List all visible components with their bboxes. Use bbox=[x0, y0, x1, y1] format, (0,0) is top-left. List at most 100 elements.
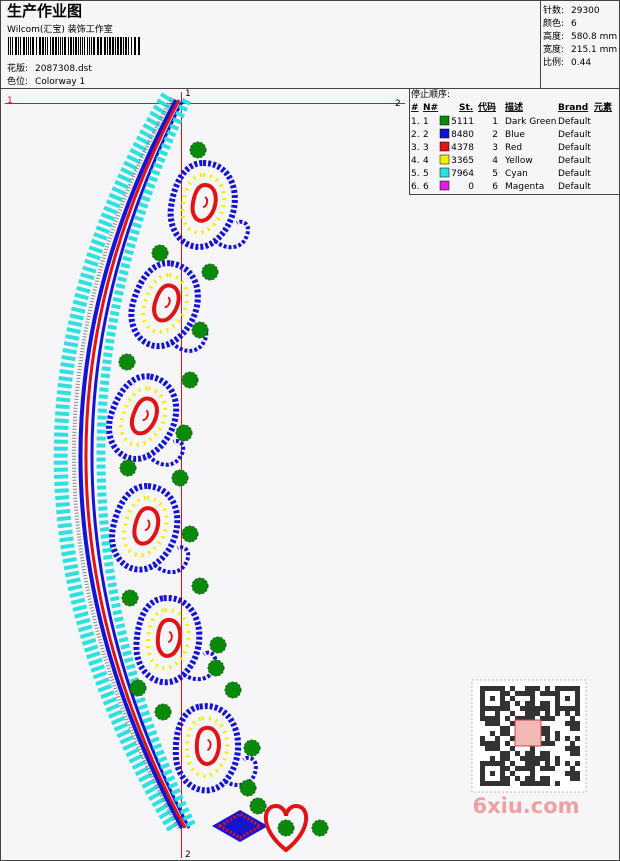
qr-cell bbox=[490, 761, 495, 766]
row-index: 4. bbox=[411, 156, 420, 166]
qr-cell bbox=[545, 691, 550, 696]
bar-stripe bbox=[68, 37, 69, 55]
qr-cell bbox=[480, 776, 485, 781]
qr-cell bbox=[495, 686, 500, 691]
qr-cell bbox=[515, 751, 520, 756]
design-label: 花版: bbox=[7, 62, 28, 74]
qr-cell bbox=[540, 716, 545, 721]
axis-marker: 2 bbox=[185, 850, 191, 860]
bar-stripe bbox=[52, 37, 54, 55]
qr-cell bbox=[505, 756, 510, 761]
qr-cell bbox=[540, 706, 545, 711]
bar-stripe bbox=[109, 37, 111, 55]
qr-cell bbox=[575, 736, 580, 741]
qr-cell bbox=[490, 756, 495, 761]
qr-cell bbox=[510, 686, 515, 691]
barcode bbox=[8, 37, 140, 55]
qr-cell bbox=[500, 776, 505, 781]
qr-cell bbox=[555, 756, 560, 761]
qr-cell bbox=[500, 691, 505, 696]
row-index: 1. bbox=[411, 117, 420, 127]
qr-cell bbox=[495, 761, 500, 766]
bar-stripe bbox=[93, 37, 95, 55]
sheet-title: 生产作业图 bbox=[7, 2, 82, 20]
qr-cell bbox=[490, 716, 495, 721]
bar-stripe bbox=[10, 37, 11, 55]
qr-cell bbox=[505, 731, 510, 736]
qr-cell bbox=[505, 726, 510, 731]
color-swatch bbox=[439, 180, 450, 191]
stat-value: 215.1 mm bbox=[571, 45, 617, 55]
stat-label: 针数: bbox=[543, 4, 564, 16]
brand: Default bbox=[558, 169, 591, 179]
row-index: 3. bbox=[411, 143, 420, 153]
stat-value: 29300 bbox=[571, 6, 600, 16]
stitches: 7964 bbox=[451, 169, 474, 179]
qr-cell bbox=[570, 706, 575, 711]
bar-stripe bbox=[12, 37, 13, 55]
qr-cell bbox=[545, 686, 550, 691]
qr-cell bbox=[550, 716, 555, 721]
qr-cell bbox=[545, 711, 550, 716]
qr-cell bbox=[575, 726, 580, 731]
column-header: St. bbox=[459, 103, 473, 113]
qr-cell bbox=[495, 721, 500, 726]
qr-cell bbox=[485, 761, 490, 766]
colorway: Colorway 1 bbox=[35, 77, 85, 87]
qr-cell bbox=[480, 716, 485, 721]
qr-cell bbox=[570, 686, 575, 691]
qr-cell bbox=[500, 696, 505, 701]
qr-cell bbox=[485, 686, 490, 691]
qr-cell bbox=[540, 781, 545, 786]
qr-cell bbox=[520, 766, 525, 771]
qr-cell bbox=[545, 726, 550, 731]
bar-stripe bbox=[32, 37, 34, 55]
qr-cell bbox=[480, 771, 485, 776]
qr-cell bbox=[500, 766, 505, 771]
qr-cell bbox=[570, 726, 575, 731]
bar-stripe bbox=[123, 37, 124, 55]
qr-cell bbox=[545, 716, 550, 721]
bar-stripe bbox=[70, 37, 72, 55]
qr-cell bbox=[525, 711, 530, 716]
stat-value: 580.8 mm bbox=[571, 32, 617, 42]
qr-cell bbox=[540, 776, 545, 781]
stitches: 3365 bbox=[451, 156, 474, 166]
qr-cell bbox=[545, 706, 550, 711]
qr-cell bbox=[575, 721, 580, 726]
bar-stripe bbox=[84, 37, 85, 55]
qr-cell bbox=[535, 706, 540, 711]
bar-stripe bbox=[64, 37, 66, 55]
qr-cell bbox=[500, 686, 505, 691]
qr-cell bbox=[530, 691, 535, 696]
qr-cell bbox=[565, 696, 570, 701]
design-file: 2087308.dst bbox=[35, 64, 92, 74]
qr-cell bbox=[525, 766, 530, 771]
qr-cell bbox=[565, 686, 570, 691]
qr-cell bbox=[490, 741, 495, 746]
qr-cell bbox=[525, 686, 530, 691]
qr-cell bbox=[530, 771, 535, 776]
qr-cell bbox=[480, 686, 485, 691]
column-header: 代码 bbox=[477, 101, 496, 113]
qr-cell bbox=[500, 756, 505, 761]
code: 2 bbox=[492, 130, 498, 140]
qr-cell bbox=[495, 736, 500, 741]
column-header: # bbox=[411, 103, 419, 113]
qr-cell bbox=[525, 716, 530, 721]
qr-cell bbox=[570, 716, 575, 721]
qr-cell bbox=[505, 706, 510, 711]
qr-cell bbox=[535, 781, 540, 786]
qr-cell bbox=[520, 716, 525, 721]
table-title: 停止顺序: bbox=[411, 88, 450, 100]
watermark: 6xiu.com bbox=[471, 679, 587, 818]
bar-stripe bbox=[50, 37, 51, 55]
color-swatch bbox=[439, 128, 450, 139]
stat-label: 高度: bbox=[543, 30, 564, 42]
qr-cell bbox=[500, 771, 505, 776]
bar-stripe bbox=[73, 37, 74, 55]
qr-cell bbox=[510, 721, 515, 726]
qr-cell bbox=[480, 711, 485, 716]
qr-cell bbox=[545, 751, 550, 756]
qr-cell bbox=[530, 706, 535, 711]
